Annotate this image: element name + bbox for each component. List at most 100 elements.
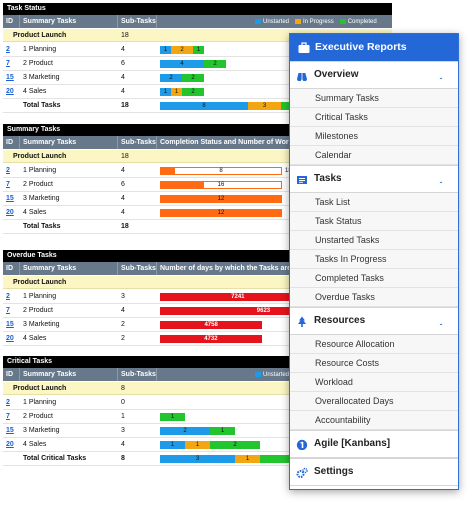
row-count: 18 bbox=[121, 223, 129, 230]
menu-item[interactable]: Tasks In Progress bbox=[290, 250, 458, 269]
column-header: Summary Tasks bbox=[20, 262, 118, 275]
working-days: 12 bbox=[217, 196, 225, 202]
section-icon bbox=[296, 466, 308, 478]
row-count: 4 bbox=[121, 46, 125, 53]
bar-segment: 1 bbox=[185, 441, 210, 449]
menu-section[interactable] bbox=[290, 430, 458, 458]
group-name: Product Launch bbox=[13, 279, 67, 286]
legend-item: In Progress bbox=[295, 19, 334, 25]
menu-section[interactable] bbox=[290, 307, 458, 335]
row-id-link[interactable]: 20 bbox=[6, 335, 14, 342]
menu-section[interactable] bbox=[290, 458, 458, 486]
bar-segment: 1 bbox=[193, 46, 204, 54]
row-id-link[interactable]: 15 bbox=[6, 195, 14, 202]
menu-item[interactable]: Completed Tasks bbox=[290, 269, 458, 288]
menu-section[interactable] bbox=[290, 61, 458, 89]
row-count: 4 bbox=[121, 74, 125, 81]
column-header: Sub-Tasks bbox=[118, 262, 157, 275]
legend-item: Unstarted bbox=[255, 372, 289, 378]
row-id-link[interactable]: 7 bbox=[6, 413, 10, 420]
section-title: Overview bbox=[314, 69, 359, 80]
legend-item: Completed bbox=[339, 19, 377, 25]
overdue-bar: 4758 bbox=[160, 321, 263, 329]
chevron-up[interactable] bbox=[436, 317, 446, 325]
row-id-link[interactable]: 2 bbox=[6, 167, 10, 174]
legend: Unstarted bbox=[255, 368, 390, 381]
progress-fill bbox=[160, 195, 282, 203]
overdue-bar: 7241 bbox=[160, 293, 316, 301]
menu-item[interactable]: Overallocated Days bbox=[290, 392, 458, 411]
section-title: Resources bbox=[314, 315, 366, 326]
row-count: 4 bbox=[121, 195, 125, 202]
overdue-bar: 9623 bbox=[160, 307, 367, 315]
row-count: 2 bbox=[121, 335, 125, 342]
row-name: 3 Marketing bbox=[23, 195, 60, 202]
menu-item[interactable]: Resource Costs bbox=[290, 354, 458, 373]
row-name: 2 Product bbox=[23, 181, 53, 188]
row-count: 6 bbox=[121, 181, 125, 188]
row-id-link[interactable]: 2 bbox=[6, 399, 10, 406]
section-title: Agile [Kanbans] bbox=[314, 438, 391, 449]
legend-swatch bbox=[339, 19, 346, 24]
menu-item[interactable]: Unstarted Tasks bbox=[290, 231, 458, 250]
bar-segment: 1 bbox=[160, 88, 171, 96]
row-count: 6 bbox=[121, 60, 125, 67]
menu-item[interactable]: Resource Allocation bbox=[290, 335, 458, 354]
menu-item[interactable]: Workload bbox=[290, 373, 458, 392]
row-count: 1 bbox=[121, 413, 125, 420]
legend-label: Unstarted bbox=[263, 371, 290, 378]
menu-item[interactable]: Critical Tasks bbox=[290, 108, 458, 127]
menu-item[interactable]: Summary Tasks bbox=[290, 89, 458, 108]
column-header: Summary Tasks bbox=[20, 15, 118, 28]
row-id-link[interactable]: 20 bbox=[6, 209, 14, 216]
menu-item[interactable]: Accountability bbox=[290, 411, 458, 430]
legend-swatch bbox=[255, 19, 261, 24]
row-id-link[interactable]: 7 bbox=[6, 307, 10, 314]
table-header bbox=[3, 15, 392, 28]
legend-item: Unstarted bbox=[255, 19, 289, 25]
row-name: Total Critical Tasks bbox=[23, 455, 87, 462]
column-header: Sub-Tasks bbox=[118, 136, 157, 149]
bar-segment: 2 bbox=[210, 441, 260, 449]
chevron-up[interactable] bbox=[436, 71, 446, 79]
row-id-link[interactable]: 2 bbox=[6, 46, 10, 53]
row-count: 3 bbox=[121, 293, 125, 300]
row-count: 4 bbox=[121, 209, 125, 216]
section-title: Settings bbox=[314, 466, 354, 477]
row-id-link[interactable]: 7 bbox=[6, 60, 10, 67]
section-icon bbox=[296, 438, 308, 450]
group-name: Product Launch bbox=[13, 385, 67, 392]
row-name: 3 Marketing bbox=[23, 74, 60, 81]
row-name: 1 Planning bbox=[23, 46, 57, 53]
row-name: 1 Planning bbox=[23, 167, 57, 174]
row-id-link[interactable]: 15 bbox=[6, 321, 14, 328]
row-name: 2 Product bbox=[23, 413, 53, 420]
row-id-link[interactable]: 15 bbox=[6, 74, 14, 81]
row-count: 2 bbox=[121, 321, 125, 328]
menu-item[interactable]: Milestones bbox=[290, 127, 458, 146]
row-name: 4 Sales bbox=[23, 88, 47, 95]
bar-segment: 1 bbox=[160, 46, 171, 54]
row-id-link[interactable]: 20 bbox=[6, 88, 14, 95]
chevron-up[interactable] bbox=[436, 175, 446, 183]
row-count: 8 bbox=[121, 455, 125, 462]
row-name: Total Tasks bbox=[23, 223, 61, 230]
row-id-link[interactable]: 7 bbox=[6, 181, 10, 188]
menu-item[interactable]: Overdue Tasks bbox=[290, 288, 458, 307]
menu-section[interactable] bbox=[290, 165, 458, 193]
row-id-link[interactable]: 15 bbox=[6, 427, 14, 434]
column-header: Sub-Tasks bbox=[118, 15, 157, 28]
working-days: 12 bbox=[217, 210, 225, 216]
bar-segment: 2 bbox=[182, 88, 204, 96]
row-id-link[interactable]: 20 bbox=[6, 441, 14, 448]
row-id-link[interactable]: 2 bbox=[6, 293, 10, 300]
bar-segment: 2 bbox=[182, 74, 204, 82]
column-header: Summary Tasks bbox=[20, 136, 118, 149]
progress-fill bbox=[160, 167, 175, 175]
menu-item[interactable]: Calendar bbox=[290, 146, 458, 165]
menu-item[interactable]: Task Status bbox=[290, 212, 458, 231]
menu-item[interactable]: Task List bbox=[290, 193, 458, 212]
menu-header-icon bbox=[298, 41, 310, 53]
bar-segment: 3 bbox=[248, 102, 281, 110]
